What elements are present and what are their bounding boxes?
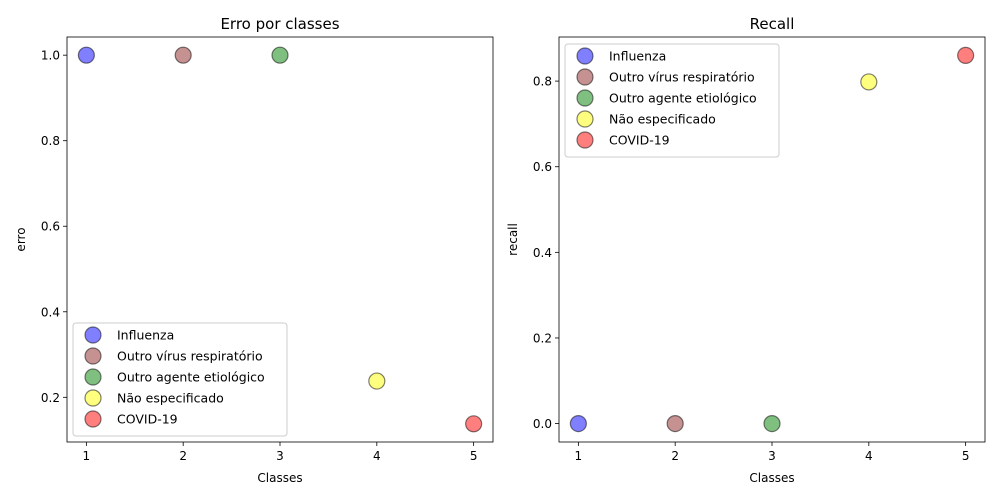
legend-label: Outro vírus respiratório bbox=[609, 70, 755, 85]
legend-label: Outro agente etiológico bbox=[117, 370, 265, 385]
legend-marker bbox=[576, 47, 594, 65]
data-point-4 bbox=[860, 73, 878, 91]
y-axis-label: recall bbox=[506, 223, 520, 256]
y-axis-label: erro bbox=[14, 227, 28, 251]
legend-marker bbox=[576, 68, 594, 86]
data-point-5 bbox=[465, 415, 483, 433]
y-tick-label: 0.2 bbox=[41, 391, 60, 405]
legend-box bbox=[564, 43, 780, 158]
data-point-1 bbox=[77, 46, 95, 64]
legend-marker bbox=[576, 131, 594, 149]
chart-panel-2: Recall 1 2 3 4 5 0.0 0.2 0.4 0.6 0.8 Classes recall I… bbox=[506, 15, 986, 485]
chart-title: Recall bbox=[750, 15, 795, 33]
legend-label: Influenza bbox=[117, 328, 174, 343]
x-tick-label: 3 bbox=[768, 449, 776, 463]
legend-label: Outro vírus respiratório bbox=[117, 349, 263, 364]
data-point-5 bbox=[957, 46, 975, 65]
data-point-2 bbox=[174, 46, 192, 64]
x-tick-label: 2 bbox=[671, 449, 679, 463]
legend: Influenza Outro vírus respiratório Outro a… bbox=[72, 322, 288, 437]
data-point-3 bbox=[271, 46, 289, 64]
legend-marker bbox=[84, 326, 102, 344]
x-tick-label: 1 bbox=[575, 449, 583, 463]
y-tick-label: 0.2 bbox=[533, 331, 552, 345]
legend-label: Não especificado bbox=[609, 112, 716, 127]
chart-title: Erro por classes bbox=[220, 15, 339, 33]
legend-marker bbox=[84, 368, 102, 386]
x-tick-label: 2 bbox=[179, 449, 187, 463]
x-tick-label: 4 bbox=[865, 449, 873, 463]
y-tick-label: 0.6 bbox=[533, 160, 552, 174]
x-axis-label: Classes bbox=[257, 471, 302, 485]
legend-label: COVID-19 bbox=[609, 133, 670, 148]
y-tick-label: 0.8 bbox=[41, 134, 60, 148]
legend: Influenza Outro vírus respiratório Outro a… bbox=[564, 43, 780, 158]
data-point-2 bbox=[666, 414, 684, 433]
x-tick-label: 3 bbox=[276, 449, 284, 463]
legend-marker bbox=[84, 389, 102, 407]
x-tick-label: 1 bbox=[83, 449, 91, 463]
x-tick-label: 5 bbox=[962, 449, 970, 463]
legend-marker bbox=[84, 347, 102, 365]
legend-label: Não especificado bbox=[117, 391, 224, 406]
y-tick-label: 0.8 bbox=[533, 75, 552, 89]
legend-box bbox=[72, 322, 288, 437]
legend-label: Influenza bbox=[609, 49, 666, 64]
data-point-4 bbox=[368, 372, 386, 390]
y-tick-label: 1.0 bbox=[41, 49, 60, 63]
y-tick-label: 0.0 bbox=[533, 417, 552, 431]
y-tick-label: 0.4 bbox=[41, 305, 60, 319]
x-tick-label: 5 bbox=[470, 449, 478, 463]
x-axis-label: Classes bbox=[749, 471, 794, 485]
y-tick-label: 0.4 bbox=[533, 246, 552, 260]
data-point-1 bbox=[569, 414, 587, 433]
data-point-3 bbox=[763, 414, 781, 433]
legend-marker bbox=[576, 110, 594, 128]
legend-marker bbox=[576, 89, 594, 107]
y-tick-label: 0.6 bbox=[41, 220, 60, 234]
chart-panel-1: Erro por classes 1 2 3 4 5 0.2 0.4 0.6 0.8 1.0 Clas… bbox=[14, 15, 494, 485]
x-tick-label: 4 bbox=[373, 449, 381, 463]
legend-label: Outro agente etiológico bbox=[609, 91, 757, 106]
legend-marker bbox=[84, 410, 102, 428]
legend-label: COVID-19 bbox=[117, 412, 178, 427]
